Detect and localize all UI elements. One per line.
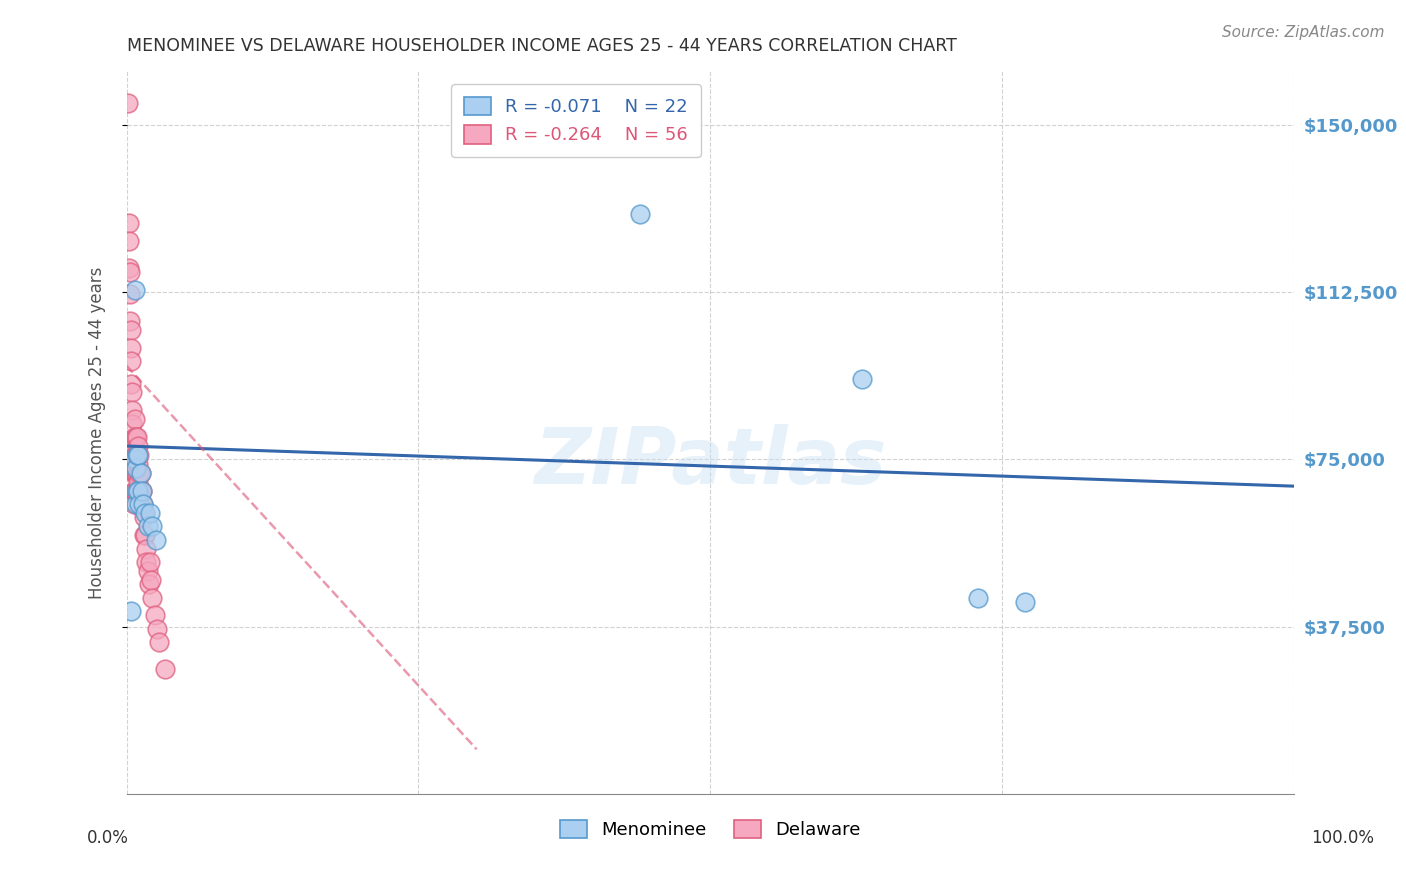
Point	[132, 528, 155, 542]
Text: ZIPatlas: ZIPatlas	[534, 424, 886, 500]
Point	[125, 483, 148, 498]
Point	[118, 314, 141, 328]
Point	[125, 430, 148, 444]
Point	[118, 287, 141, 301]
Point	[124, 483, 146, 498]
Point	[127, 483, 149, 498]
Point	[121, 434, 143, 449]
Point	[125, 483, 148, 498]
Point	[628, 207, 651, 221]
Point	[125, 448, 148, 462]
Point	[125, 466, 148, 480]
Point	[124, 430, 146, 444]
Point	[125, 448, 148, 462]
Point	[141, 591, 163, 605]
Point	[139, 506, 162, 520]
Point	[135, 541, 157, 556]
Point	[125, 466, 148, 480]
Point	[967, 591, 990, 605]
Point	[122, 439, 145, 453]
Point	[118, 234, 141, 248]
Point	[122, 466, 145, 480]
Point	[124, 452, 146, 467]
Point	[131, 483, 153, 498]
Legend: Menominee, Delaware: Menominee, Delaware	[553, 813, 868, 847]
Point	[127, 448, 149, 462]
Point	[138, 577, 160, 591]
Text: MENOMINEE VS DELAWARE HOUSEHOLDER INCOME AGES 25 - 44 YEARS CORRELATION CHART: MENOMINEE VS DELAWARE HOUSEHOLDER INCOME…	[127, 37, 956, 54]
Point	[117, 95, 139, 110]
Point	[121, 417, 143, 431]
Point	[135, 555, 157, 569]
Point	[148, 635, 170, 649]
Point	[124, 466, 146, 480]
Point	[120, 323, 142, 337]
Point	[125, 461, 148, 475]
Point	[124, 448, 146, 462]
Text: 100.0%: 100.0%	[1312, 829, 1374, 847]
Point	[120, 604, 142, 618]
Point	[125, 448, 148, 462]
Point	[128, 466, 150, 480]
Point	[120, 354, 142, 368]
Point	[121, 385, 143, 400]
Point	[129, 466, 152, 480]
Point	[131, 501, 153, 516]
Point	[129, 483, 152, 498]
Point	[141, 519, 163, 533]
Point	[118, 265, 141, 279]
Point	[139, 555, 162, 569]
Point	[127, 439, 149, 453]
Point	[124, 412, 146, 426]
Point	[134, 528, 156, 542]
Point	[127, 475, 149, 489]
Point	[127, 457, 149, 471]
Point	[129, 466, 152, 480]
Point	[145, 533, 167, 547]
Point	[146, 622, 169, 636]
Point	[122, 483, 145, 498]
Point	[851, 372, 873, 386]
Point	[122, 497, 145, 511]
Point	[132, 510, 155, 524]
Point	[134, 506, 156, 520]
Point	[124, 283, 146, 297]
Point	[120, 341, 142, 355]
Point	[136, 519, 159, 533]
Point	[136, 564, 159, 578]
Point	[122, 452, 145, 467]
Point	[128, 448, 150, 462]
Text: Source: ZipAtlas.com: Source: ZipAtlas.com	[1222, 25, 1385, 40]
Point	[1014, 595, 1036, 609]
Point	[139, 573, 162, 587]
Y-axis label: Householder Income Ages 25 - 44 years: Householder Income Ages 25 - 44 years	[87, 267, 105, 599]
Point	[153, 662, 176, 676]
Point	[120, 376, 142, 391]
Point	[118, 216, 141, 230]
Point	[125, 430, 148, 444]
Point	[143, 608, 166, 623]
Point	[132, 497, 155, 511]
Point	[132, 497, 155, 511]
Point	[128, 497, 150, 511]
Point	[131, 483, 153, 498]
Point	[125, 497, 148, 511]
Text: 0.0%: 0.0%	[87, 829, 129, 847]
Point	[118, 260, 141, 275]
Point	[121, 403, 143, 417]
